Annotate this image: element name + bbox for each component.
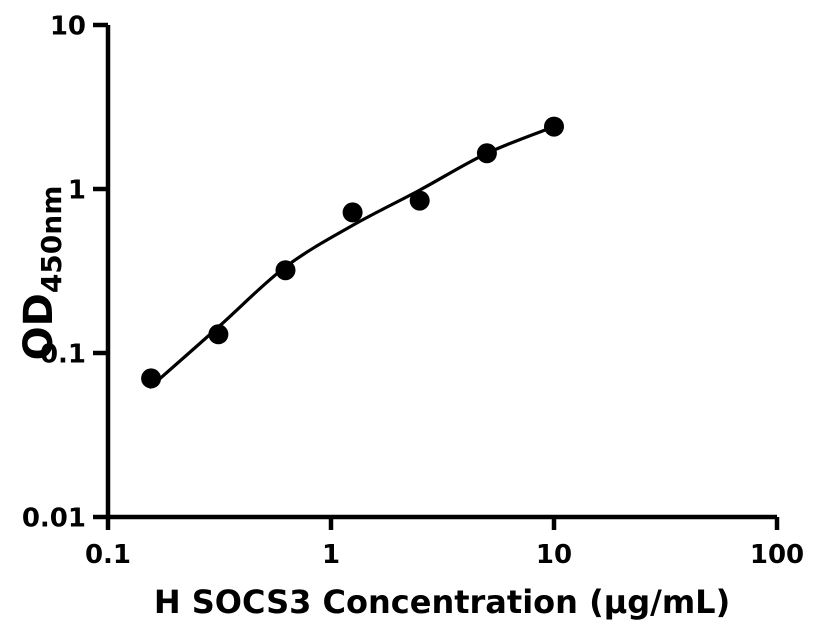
x-tick-label-1: 1	[322, 540, 340, 570]
axes	[105, 25, 777, 520]
y-tick-label-0.1: 0.1	[40, 340, 86, 370]
data-point-2	[275, 260, 296, 281]
axis-ticks	[93, 22, 780, 530]
data-point-5	[476, 143, 497, 164]
data-point-3	[342, 202, 363, 223]
y-tick-label-0.01: 0.01	[22, 504, 86, 534]
data-point-4	[409, 190, 430, 211]
y-tick-label-1: 1	[68, 176, 86, 206]
y-axis-title-main: OD	[16, 293, 62, 360]
x-tick-label-100: 100	[750, 540, 804, 570]
y-tick-label-10: 10	[50, 12, 86, 42]
data-point-0	[141, 368, 162, 389]
x-tick-label-10: 10	[536, 540, 572, 570]
x-tick-label-0.1: 0.1	[85, 540, 131, 570]
x-axis-title: H SOCS3 Concentration (μg/mL)	[154, 583, 730, 621]
data-point-6	[544, 116, 564, 137]
y-axis-title: OD450nm	[16, 186, 68, 361]
axis-tick-labels: 0.01 0.1 1 10 0.1 1 10 100	[22, 12, 804, 571]
y-axis-title-subscript: 450nm	[35, 186, 68, 294]
data-point-1	[208, 324, 229, 345]
data-points	[141, 116, 564, 389]
fit-curve	[148, 125, 556, 389]
